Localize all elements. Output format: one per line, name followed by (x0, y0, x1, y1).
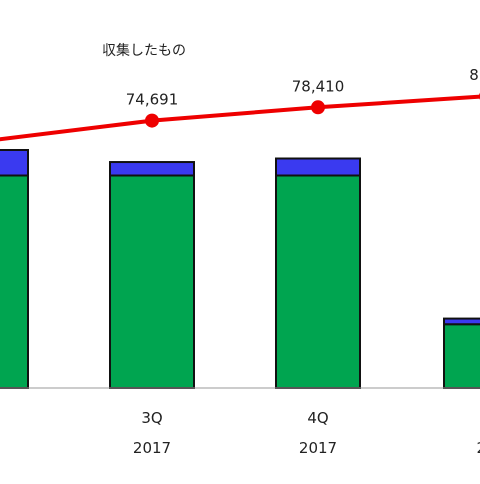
line-series (0, 94, 480, 142)
x-tick-year-2: 2017 (133, 439, 171, 457)
line-point-2 (145, 113, 159, 128)
x-tick-year-3: 2017 (299, 439, 337, 457)
bar-series2-4 (443, 317, 480, 326)
bar-series2-2 (109, 161, 195, 177)
bars-layer (0, 149, 480, 389)
line-layer (0, 92, 480, 142)
bar-series1-3 (275, 174, 361, 389)
x-tick-quarter-3: 4Q (307, 409, 328, 427)
ticks-layer: 73Q20174Q2017120 (133, 409, 480, 457)
bar-series2-1 (0, 149, 29, 177)
line-point-3 (311, 100, 325, 115)
x-tick-year-4: 20 (476, 439, 480, 457)
bar-series1-1 (0, 174, 29, 389)
x-tick-quarter-2: 3Q (141, 409, 162, 427)
chart-title: 収集したもの (102, 42, 186, 59)
bar-series2-3 (275, 157, 361, 177)
bar-series1-2 (109, 174, 195, 389)
line-value-label-3: 78,410 (292, 77, 345, 95)
bar-series1-4 (443, 323, 480, 389)
line-value-label-4: 81,5 (469, 66, 480, 84)
line-value-label-2: 74,691 (126, 91, 179, 109)
